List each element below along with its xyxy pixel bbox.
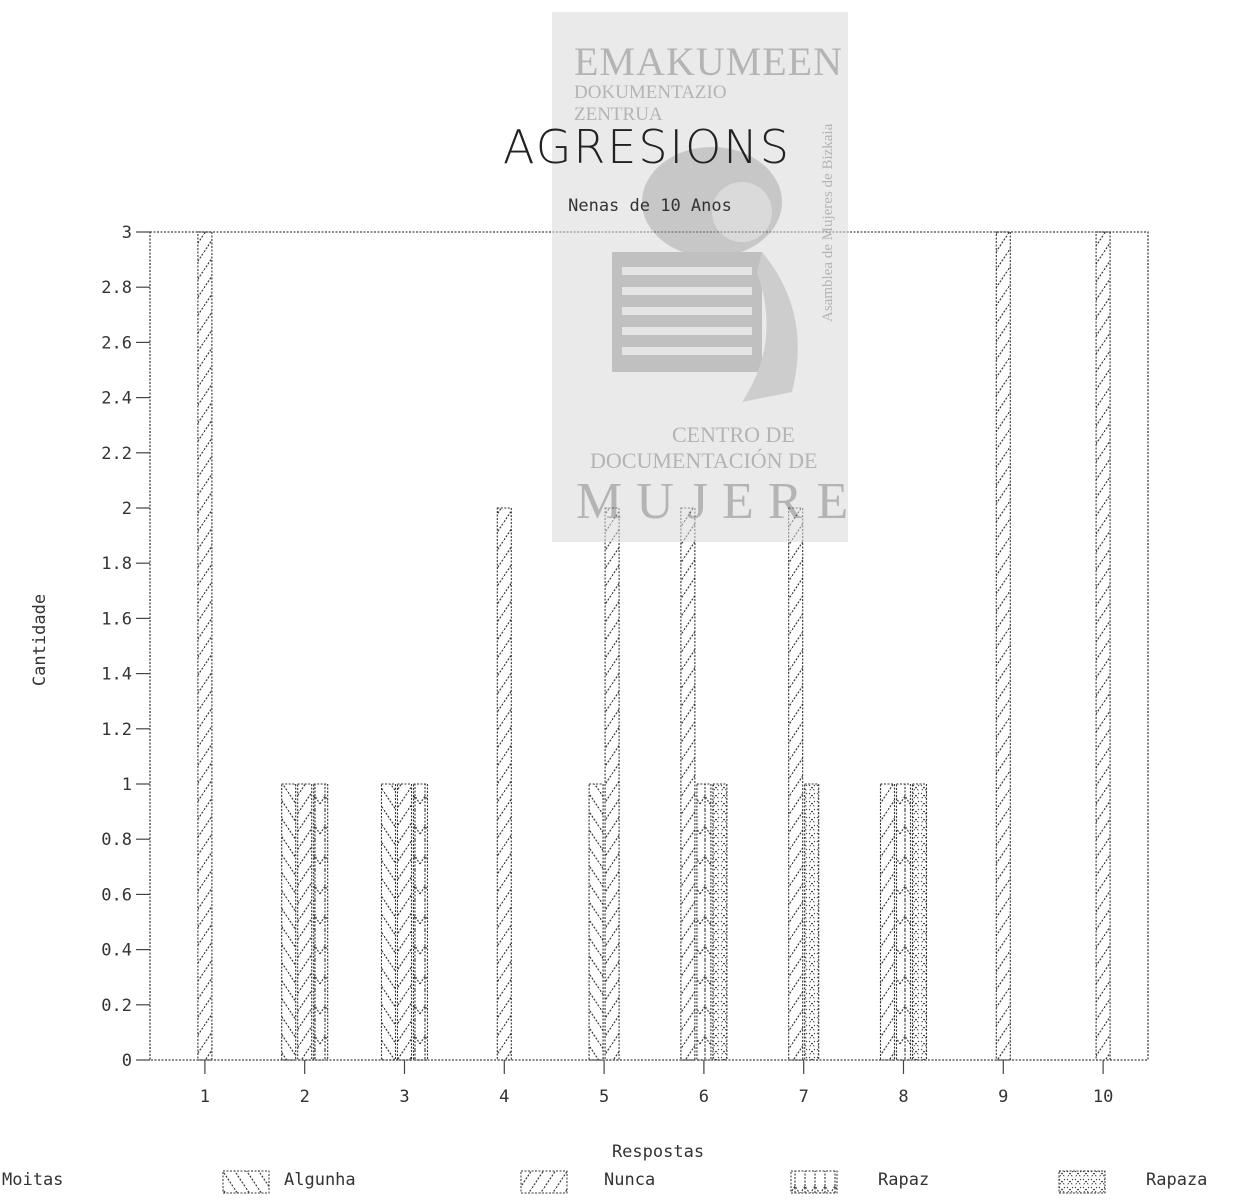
watermark-text: CENTRO DE (672, 422, 795, 447)
watermark-text: DOCUMENTACIÓN DE (590, 448, 818, 473)
x-tick-label: 10 (1093, 1087, 1113, 1107)
chart-subtitle: Nenas de 10 Anos (568, 196, 732, 216)
bar-nunca-8 (879, 783, 896, 1061)
bar-rapaz-3 (412, 783, 429, 1061)
x-tick-label: 1 (200, 1087, 210, 1107)
bar-rapaza-6 (712, 783, 728, 1061)
y-axis-label: Cantidade (30, 593, 50, 687)
bar-nunca-9 (995, 231, 1011, 1061)
legend-label-algunha: Algunha (284, 1170, 356, 1190)
x-tick-label: 7 (799, 1087, 809, 1107)
watermark-text: ZENTRUA (574, 104, 663, 125)
bar-nunca-2 (297, 783, 313, 1061)
bar-nunca-7 (788, 507, 804, 1061)
watermark-text: MUJERES (576, 473, 848, 530)
y-tick-label: 1.6 (101, 609, 132, 629)
x-tick-label: 8 (898, 1087, 908, 1107)
legend-label-moitas: Moitas (2, 1170, 64, 1190)
watermark-text: EMAKUMEEN (574, 39, 843, 84)
y-tick-label: 1 (122, 775, 132, 795)
y-tick-label: 0 (122, 1051, 132, 1071)
y-tick-label: 2.8 (101, 278, 132, 298)
y-tick-label: 0.4 (101, 941, 132, 961)
bar-nunca-5 (604, 507, 620, 1061)
x-tick-label: 4 (499, 1087, 509, 1107)
x-tick-label: 3 (399, 1087, 409, 1107)
x-tick-label: 9 (998, 1087, 1008, 1107)
bar-rapaz-2 (313, 783, 329, 1061)
x-tick-label: 2 (300, 1087, 310, 1107)
y-tick-label: 1.8 (101, 554, 132, 574)
bar-nunca-4 (496, 507, 512, 1061)
bar-nunca-3 (396, 783, 413, 1061)
legend-swatch-algunha (222, 1170, 270, 1194)
y-tick-label: 1.2 (101, 720, 132, 740)
watermark-text: DOKUMENTAZIO (574, 82, 727, 103)
bar-nunca-6 (680, 507, 696, 1061)
bar-algunha-3 (380, 783, 397, 1061)
legend-label-rapaz: Rapaz (878, 1170, 930, 1190)
bar-algunha-2 (281, 783, 297, 1061)
bar-rapaz-6 (696, 783, 712, 1061)
y-tick-label: 2.2 (101, 444, 132, 464)
y-tick-label: 2.6 (101, 333, 132, 353)
y-tick-label: 0.6 (101, 885, 132, 905)
bar-nunca-1 (197, 231, 213, 1061)
legend-label-rapaza: Rapaza (1146, 1170, 1208, 1190)
y-tick-label: 0.8 (101, 830, 132, 850)
y-tick-label: 2 (122, 499, 132, 519)
legend-swatch-rapaz (790, 1170, 838, 1194)
x-axis-label: Respostas (611, 1142, 705, 1162)
chart-title: AGRESIONS (503, 120, 791, 174)
legend-swatch-rapaza (1058, 1170, 1106, 1194)
y-tick-label: 2.4 (101, 389, 132, 409)
bar-algunha-5 (588, 783, 604, 1061)
bar-nunca-10 (1095, 231, 1111, 1061)
archive-watermark: EMAKUMEEN DOKUMENTAZIO ZENTRUA CENTRO DE… (552, 12, 848, 542)
legend-label-nunca: Nunca (604, 1170, 656, 1190)
y-tick-label: 0.2 (101, 996, 132, 1016)
bar-rapaza-7 (804, 783, 820, 1061)
bar-rapaz-8 (895, 783, 912, 1061)
y-tick-label: 3 (122, 223, 132, 243)
woman-reading-figure (612, 147, 798, 402)
chart-legend: Moitas Algunha Nunca Rapaz Rapaza (0, 1168, 1236, 1198)
bar-rapaza-8 (911, 783, 928, 1061)
y-tick-label: 1.4 (101, 665, 132, 685)
legend-swatch-nunca (520, 1170, 568, 1194)
x-tick-label: 6 (699, 1087, 709, 1107)
x-tick-label: 5 (599, 1087, 609, 1107)
